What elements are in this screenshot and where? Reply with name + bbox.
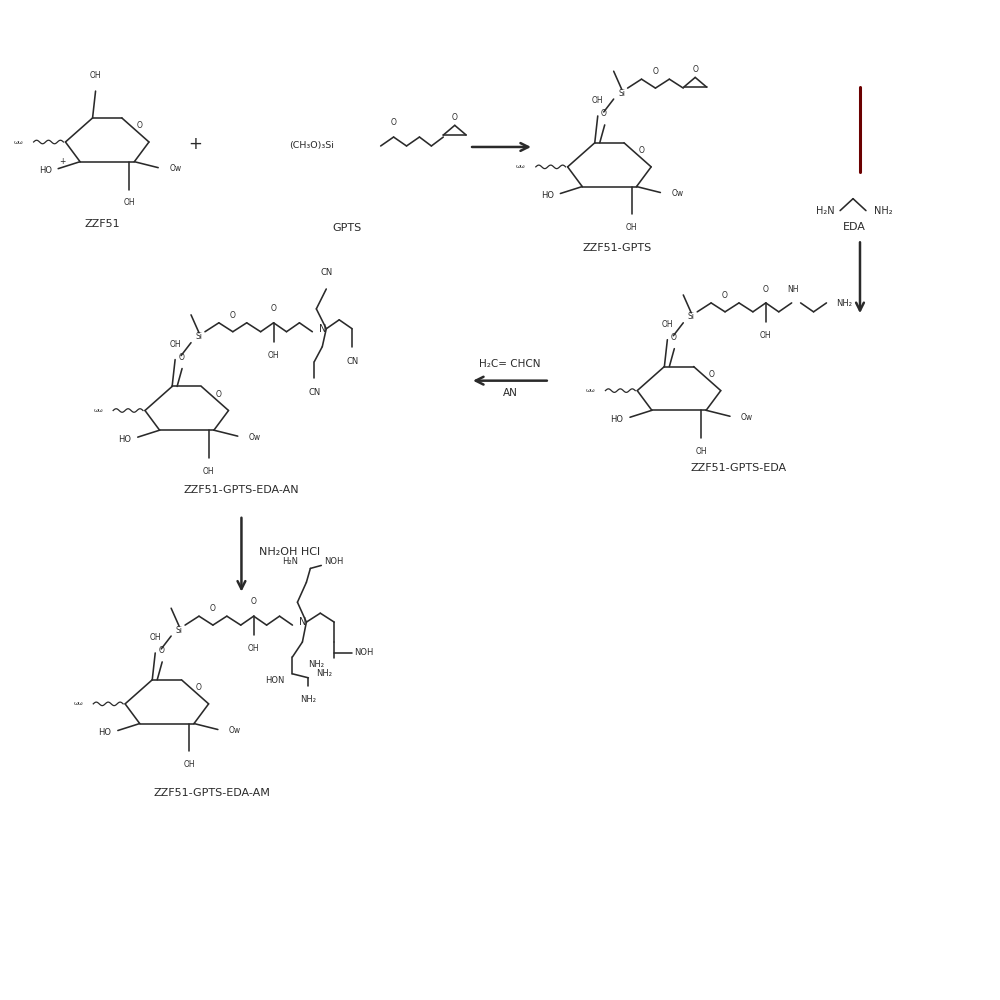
Text: ZZF51: ZZF51 (84, 219, 120, 229)
Text: NH₂: NH₂ (308, 660, 324, 669)
Text: OH: OH (268, 351, 279, 360)
Text: H₂N: H₂N (816, 206, 834, 216)
Text: Si: Si (618, 89, 625, 98)
Text: NH₂: NH₂ (836, 299, 852, 308)
Text: OH: OH (760, 331, 772, 340)
Text: ZZF51-GPTS: ZZF51-GPTS (583, 243, 652, 253)
Text: NOH: NOH (354, 648, 373, 657)
Text: O: O (601, 109, 607, 118)
Text: Si: Si (688, 312, 695, 321)
Text: O: O (178, 353, 184, 362)
Text: OH: OH (183, 760, 195, 769)
Text: ωω: ωω (14, 139, 24, 144)
Text: O: O (452, 113, 458, 122)
Text: HO: HO (98, 728, 111, 737)
Text: GPTS: GPTS (332, 223, 361, 233)
Text: Si: Si (195, 332, 202, 341)
Text: OH: OH (169, 340, 181, 349)
Text: O: O (763, 285, 769, 294)
Text: ZZF51-GPTS-EDA: ZZF51-GPTS-EDA (691, 463, 787, 473)
Text: N: N (299, 617, 307, 627)
Text: O: O (230, 311, 236, 320)
Text: OH: OH (592, 96, 604, 105)
Text: OH: OH (203, 467, 215, 476)
Text: AN: AN (503, 388, 517, 398)
Text: O: O (722, 291, 728, 300)
Text: HO: HO (39, 166, 52, 175)
Text: EDA: EDA (843, 222, 865, 232)
Text: Ow: Ow (741, 413, 753, 422)
Text: N: N (319, 324, 327, 334)
Text: O: O (639, 146, 644, 155)
Text: NOH: NOH (324, 557, 344, 566)
Text: H₂N: H₂N (282, 557, 298, 566)
Text: O: O (652, 67, 658, 76)
Text: Ow: Ow (229, 726, 241, 735)
Text: Ow: Ow (169, 164, 181, 173)
Text: OH: OH (90, 71, 101, 80)
Text: O: O (216, 390, 222, 399)
Text: ωω: ωω (586, 388, 595, 393)
Text: O: O (136, 121, 142, 130)
Text: HON: HON (265, 676, 285, 685)
Text: ωω: ωω (93, 408, 103, 413)
Text: Ow: Ow (249, 433, 261, 442)
Text: OH: OH (662, 320, 673, 329)
Text: O: O (670, 333, 676, 342)
Text: Ow: Ow (671, 189, 683, 198)
Text: (CH₃O)₃Si: (CH₃O)₃Si (289, 141, 334, 150)
Text: CN: CN (308, 388, 320, 397)
Text: OH: OH (124, 198, 135, 207)
Text: NH₂: NH₂ (316, 669, 332, 678)
Text: OH: OH (695, 447, 707, 456)
Text: OH: OH (248, 644, 259, 653)
Text: O: O (251, 597, 257, 606)
Text: HO: HO (541, 191, 554, 200)
Text: O: O (271, 304, 277, 313)
Text: HO: HO (118, 435, 131, 444)
Text: O: O (692, 65, 698, 74)
Text: O: O (391, 118, 397, 127)
Text: H₂C= CHCN: H₂C= CHCN (479, 359, 541, 369)
Text: NH₂: NH₂ (300, 695, 316, 704)
Text: O: O (708, 370, 714, 379)
Text: +: + (59, 157, 65, 166)
Text: O: O (210, 604, 216, 613)
Text: O: O (196, 683, 202, 692)
Text: ZZF51-GPTS-EDA-AM: ZZF51-GPTS-EDA-AM (153, 788, 270, 798)
Text: ωω: ωω (74, 701, 83, 706)
Text: Si: Si (176, 626, 183, 635)
Text: HO: HO (611, 415, 624, 424)
Text: CN: CN (320, 268, 332, 277)
Text: ωω: ωω (516, 164, 526, 169)
Text: NH₂OH HCl: NH₂OH HCl (259, 547, 320, 557)
Text: NH: NH (787, 285, 798, 294)
Text: ZZF51-GPTS-EDA-AN: ZZF51-GPTS-EDA-AN (184, 485, 299, 495)
Text: NH₂: NH₂ (874, 206, 893, 216)
Text: O: O (158, 646, 164, 655)
Text: OH: OH (149, 633, 161, 642)
Text: CN: CN (346, 357, 358, 366)
Text: OH: OH (626, 223, 637, 232)
Text: +: + (188, 135, 202, 153)
